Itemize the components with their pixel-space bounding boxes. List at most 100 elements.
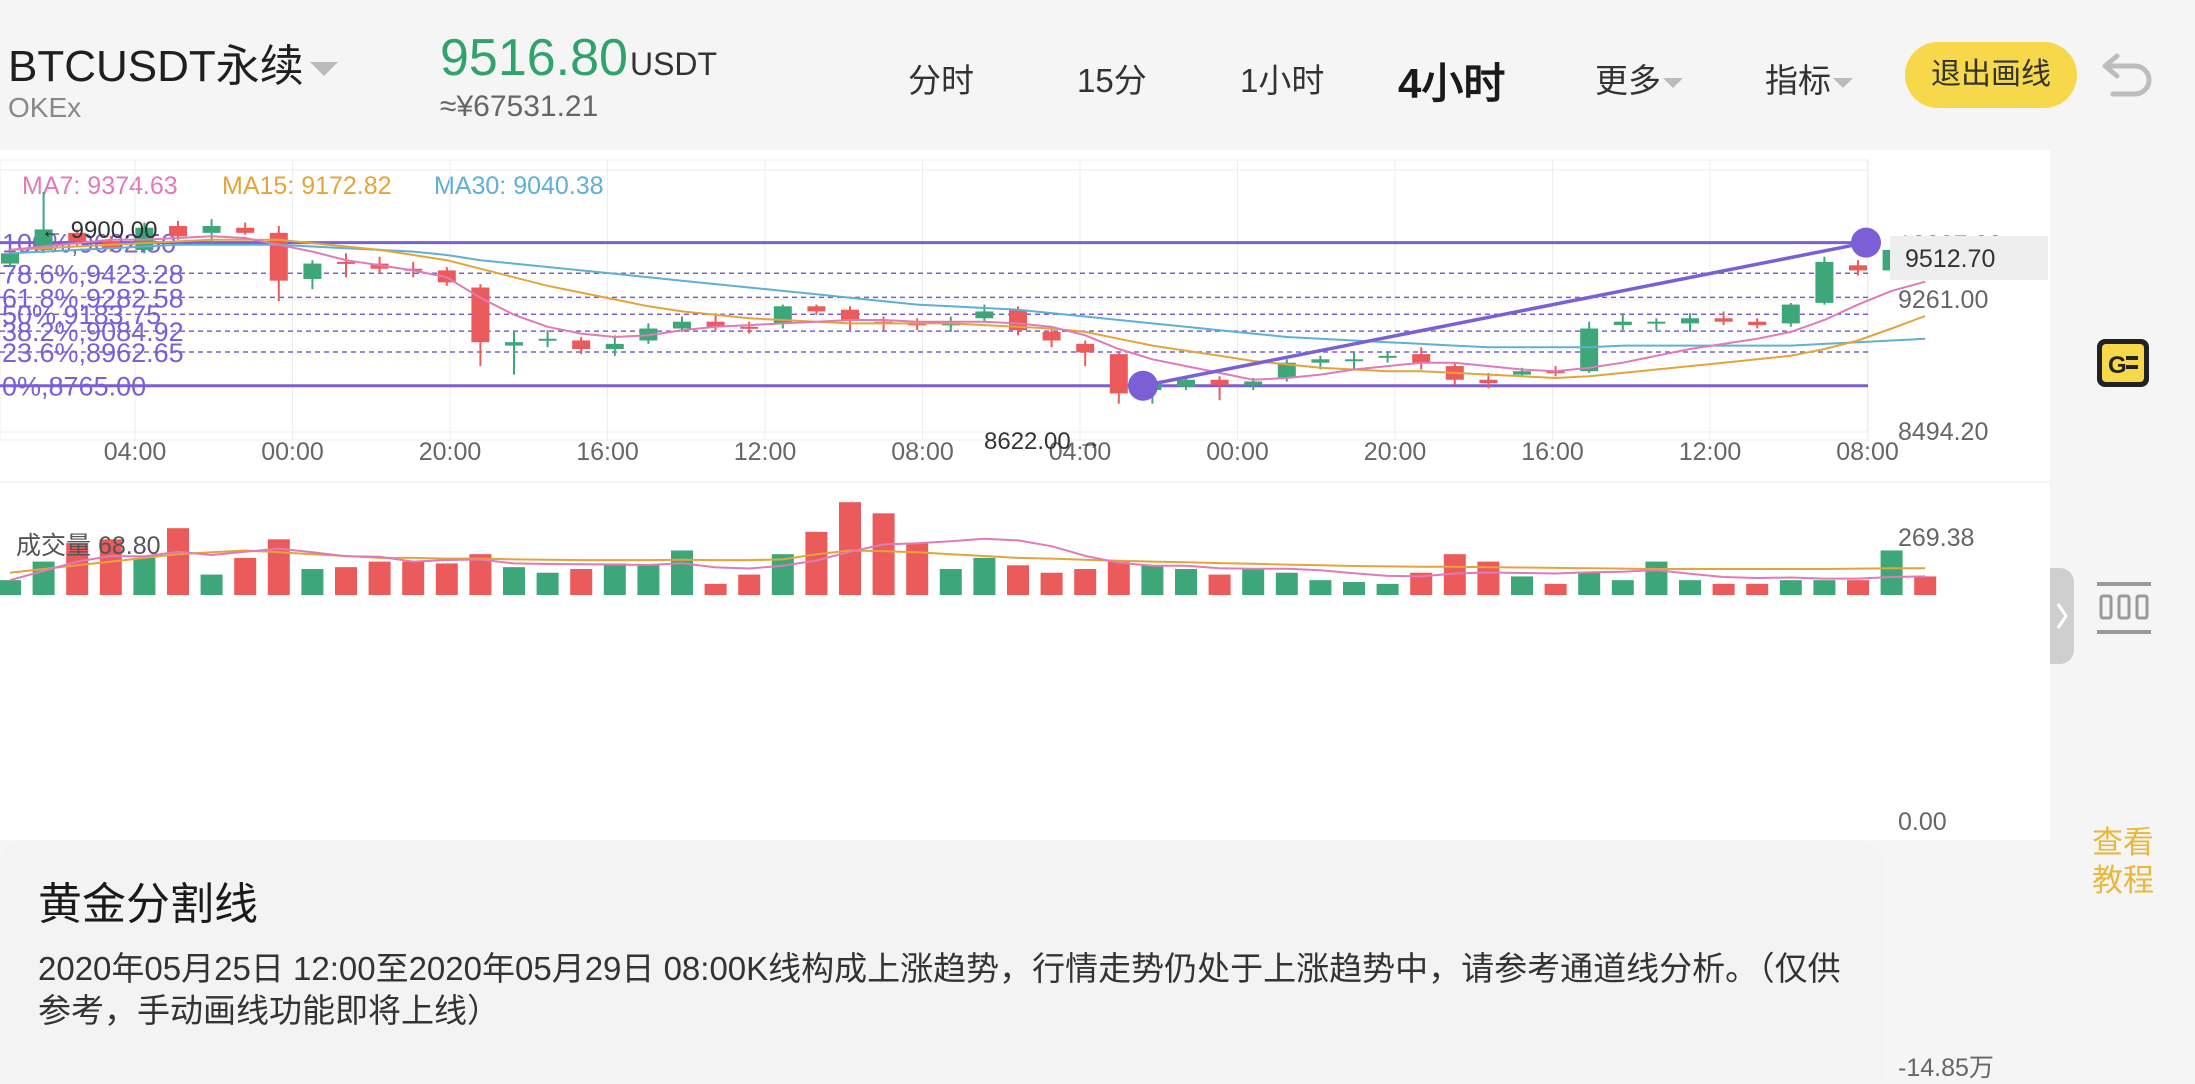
candle-body <box>706 321 725 327</box>
tab-4hour[interactable]: 4小时 <box>1398 50 1506 111</box>
candle-body <box>1781 304 1800 324</box>
exit-drawing-button[interactable]: 退出画线 <box>1905 42 2077 108</box>
volume-bar <box>1880 550 1903 595</box>
fib-level-label: 0%,8765.00 <box>2 372 146 402</box>
candlestick-chart[interactable]: 100%,9602.5078.6%,9423.2861.8%,9282.5850… <box>0 150 2050 840</box>
candle-body <box>572 340 591 350</box>
volume-bar <box>1712 583 1735 595</box>
ma15-legend: MA15: 9172.82 <box>222 172 392 201</box>
price-value: 9516.80 <box>440 29 628 87</box>
tab-label: 指标 <box>1765 62 1831 99</box>
x-tick-label: 16:00 <box>576 438 639 466</box>
chevron-down-icon <box>1663 78 1683 89</box>
volume-bar <box>704 583 727 595</box>
tab-label: 4小时 <box>1398 60 1506 107</box>
volume-bar <box>603 563 626 595</box>
volume-bar <box>1779 580 1802 595</box>
candle-body <box>471 287 490 343</box>
volume-bar <box>872 513 895 595</box>
fib-level-label: 50%,9183.75 <box>2 300 161 330</box>
candle-body <box>1815 261 1834 303</box>
tab-timeline[interactable]: 分时 <box>908 54 974 102</box>
candle-body <box>1748 321 1767 326</box>
candle-body <box>1546 371 1565 374</box>
panel-title: 黄金分割线 <box>38 868 258 932</box>
trend-line <box>1142 240 1867 388</box>
volume-bar <box>1275 572 1298 595</box>
volume-bar <box>1175 569 1197 595</box>
candle-body <box>169 226 187 237</box>
fib-level-label: 38.2%,9084.92 <box>2 317 184 347</box>
ma30-legend: MA30: 9040.38 <box>434 172 604 201</box>
ma7-legend: MA7: 9374.63 <box>22 172 178 201</box>
volume-bar <box>0 580 21 595</box>
candle-body <box>841 309 859 320</box>
volume-bar <box>200 574 223 595</box>
chevron-down-icon <box>1833 78 1853 89</box>
volume-bar <box>335 567 357 595</box>
candle-body <box>337 261 355 264</box>
fib-level-label: 23.6%,8962.65 <box>2 338 184 368</box>
volume-bar <box>503 567 525 595</box>
volume-bar <box>1813 580 1836 595</box>
volume-bar <box>368 561 391 595</box>
tab-label: 更多 <box>1595 62 1661 99</box>
tab-more[interactable]: 更多 <box>1595 54 1683 102</box>
top-header <box>0 0 2195 150</box>
volume-bar <box>906 543 929 595</box>
volume-bar <box>1679 580 1701 595</box>
volume-bar <box>1376 583 1399 595</box>
volume-bar <box>1611 580 1634 595</box>
tab-15min[interactable]: 15分 <box>1077 54 1147 102</box>
candle-body <box>1109 354 1128 394</box>
candle-body <box>1244 381 1263 385</box>
exchange-label: OKEx <box>8 92 82 123</box>
volume-bar <box>1309 580 1332 595</box>
volume-bar <box>1007 565 1029 595</box>
x-tick-label: 12:00 <box>734 438 797 466</box>
chevron-right-icon <box>2056 603 2068 629</box>
candle-body <box>975 311 994 319</box>
ma15-text: MA15: 9172.82 <box>222 172 392 200</box>
tab-1hour[interactable]: 1小时 <box>1240 54 1324 102</box>
symbol-selector[interactable]: BTCUSDT永续 <box>8 30 338 94</box>
candle-body <box>505 342 523 346</box>
y-tick-label: 8494.20 <box>1898 418 1988 446</box>
fibonacci-g-icon[interactable]: G <box>2094 336 2152 390</box>
trend-anchor-end <box>1851 227 1881 258</box>
undo-arrow-icon[interactable] <box>2095 48 2155 104</box>
candle-body <box>1681 318 1699 324</box>
ma7-text: MA7: 9374.63 <box>22 172 178 200</box>
candle-body <box>1412 354 1431 363</box>
volume-bar <box>1242 569 1265 595</box>
macd-y-tick: -14.85万 <box>1898 1054 1994 1082</box>
volume-bar <box>1544 583 1567 595</box>
volume-bar <box>1410 572 1433 595</box>
candle-body <box>1076 343 1095 353</box>
candle-body <box>673 321 691 329</box>
volume-bar <box>536 572 559 595</box>
collapse-panel-button[interactable] <box>2050 568 2074 664</box>
candle-body <box>1277 362 1296 379</box>
candle-body <box>538 338 557 341</box>
candle-body <box>202 226 221 233</box>
right-toolbar <box>2050 150 2195 1080</box>
chart-area[interactable] <box>0 150 2050 840</box>
low-note: 8622.00 → <box>984 428 1101 455</box>
candle-body <box>1647 321 1666 324</box>
symbol-label: BTCUSDT永续 <box>8 42 304 91</box>
parallel-lines-icon[interactable] <box>2095 580 2153 636</box>
x-tick-label: 00:00 <box>261 438 324 466</box>
volume-bar <box>1343 582 1365 595</box>
tab-indicators[interactable]: 指标 <box>1765 54 1853 102</box>
ma30-line <box>9 243 1926 349</box>
candle-body <box>1613 321 1632 326</box>
view-tutorial-link[interactable]: 查看教程 <box>2092 825 2154 898</box>
candle-body <box>1345 359 1363 362</box>
fib-level-label: 78.6%,9423.28 <box>2 259 184 289</box>
volume-label: 成交量 68.80 <box>16 532 161 560</box>
volume-bar <box>1914 576 1937 595</box>
x-tick-label: 08:00 <box>1836 438 1899 466</box>
volume-bar <box>839 502 861 595</box>
volume-bar <box>1074 569 1097 595</box>
